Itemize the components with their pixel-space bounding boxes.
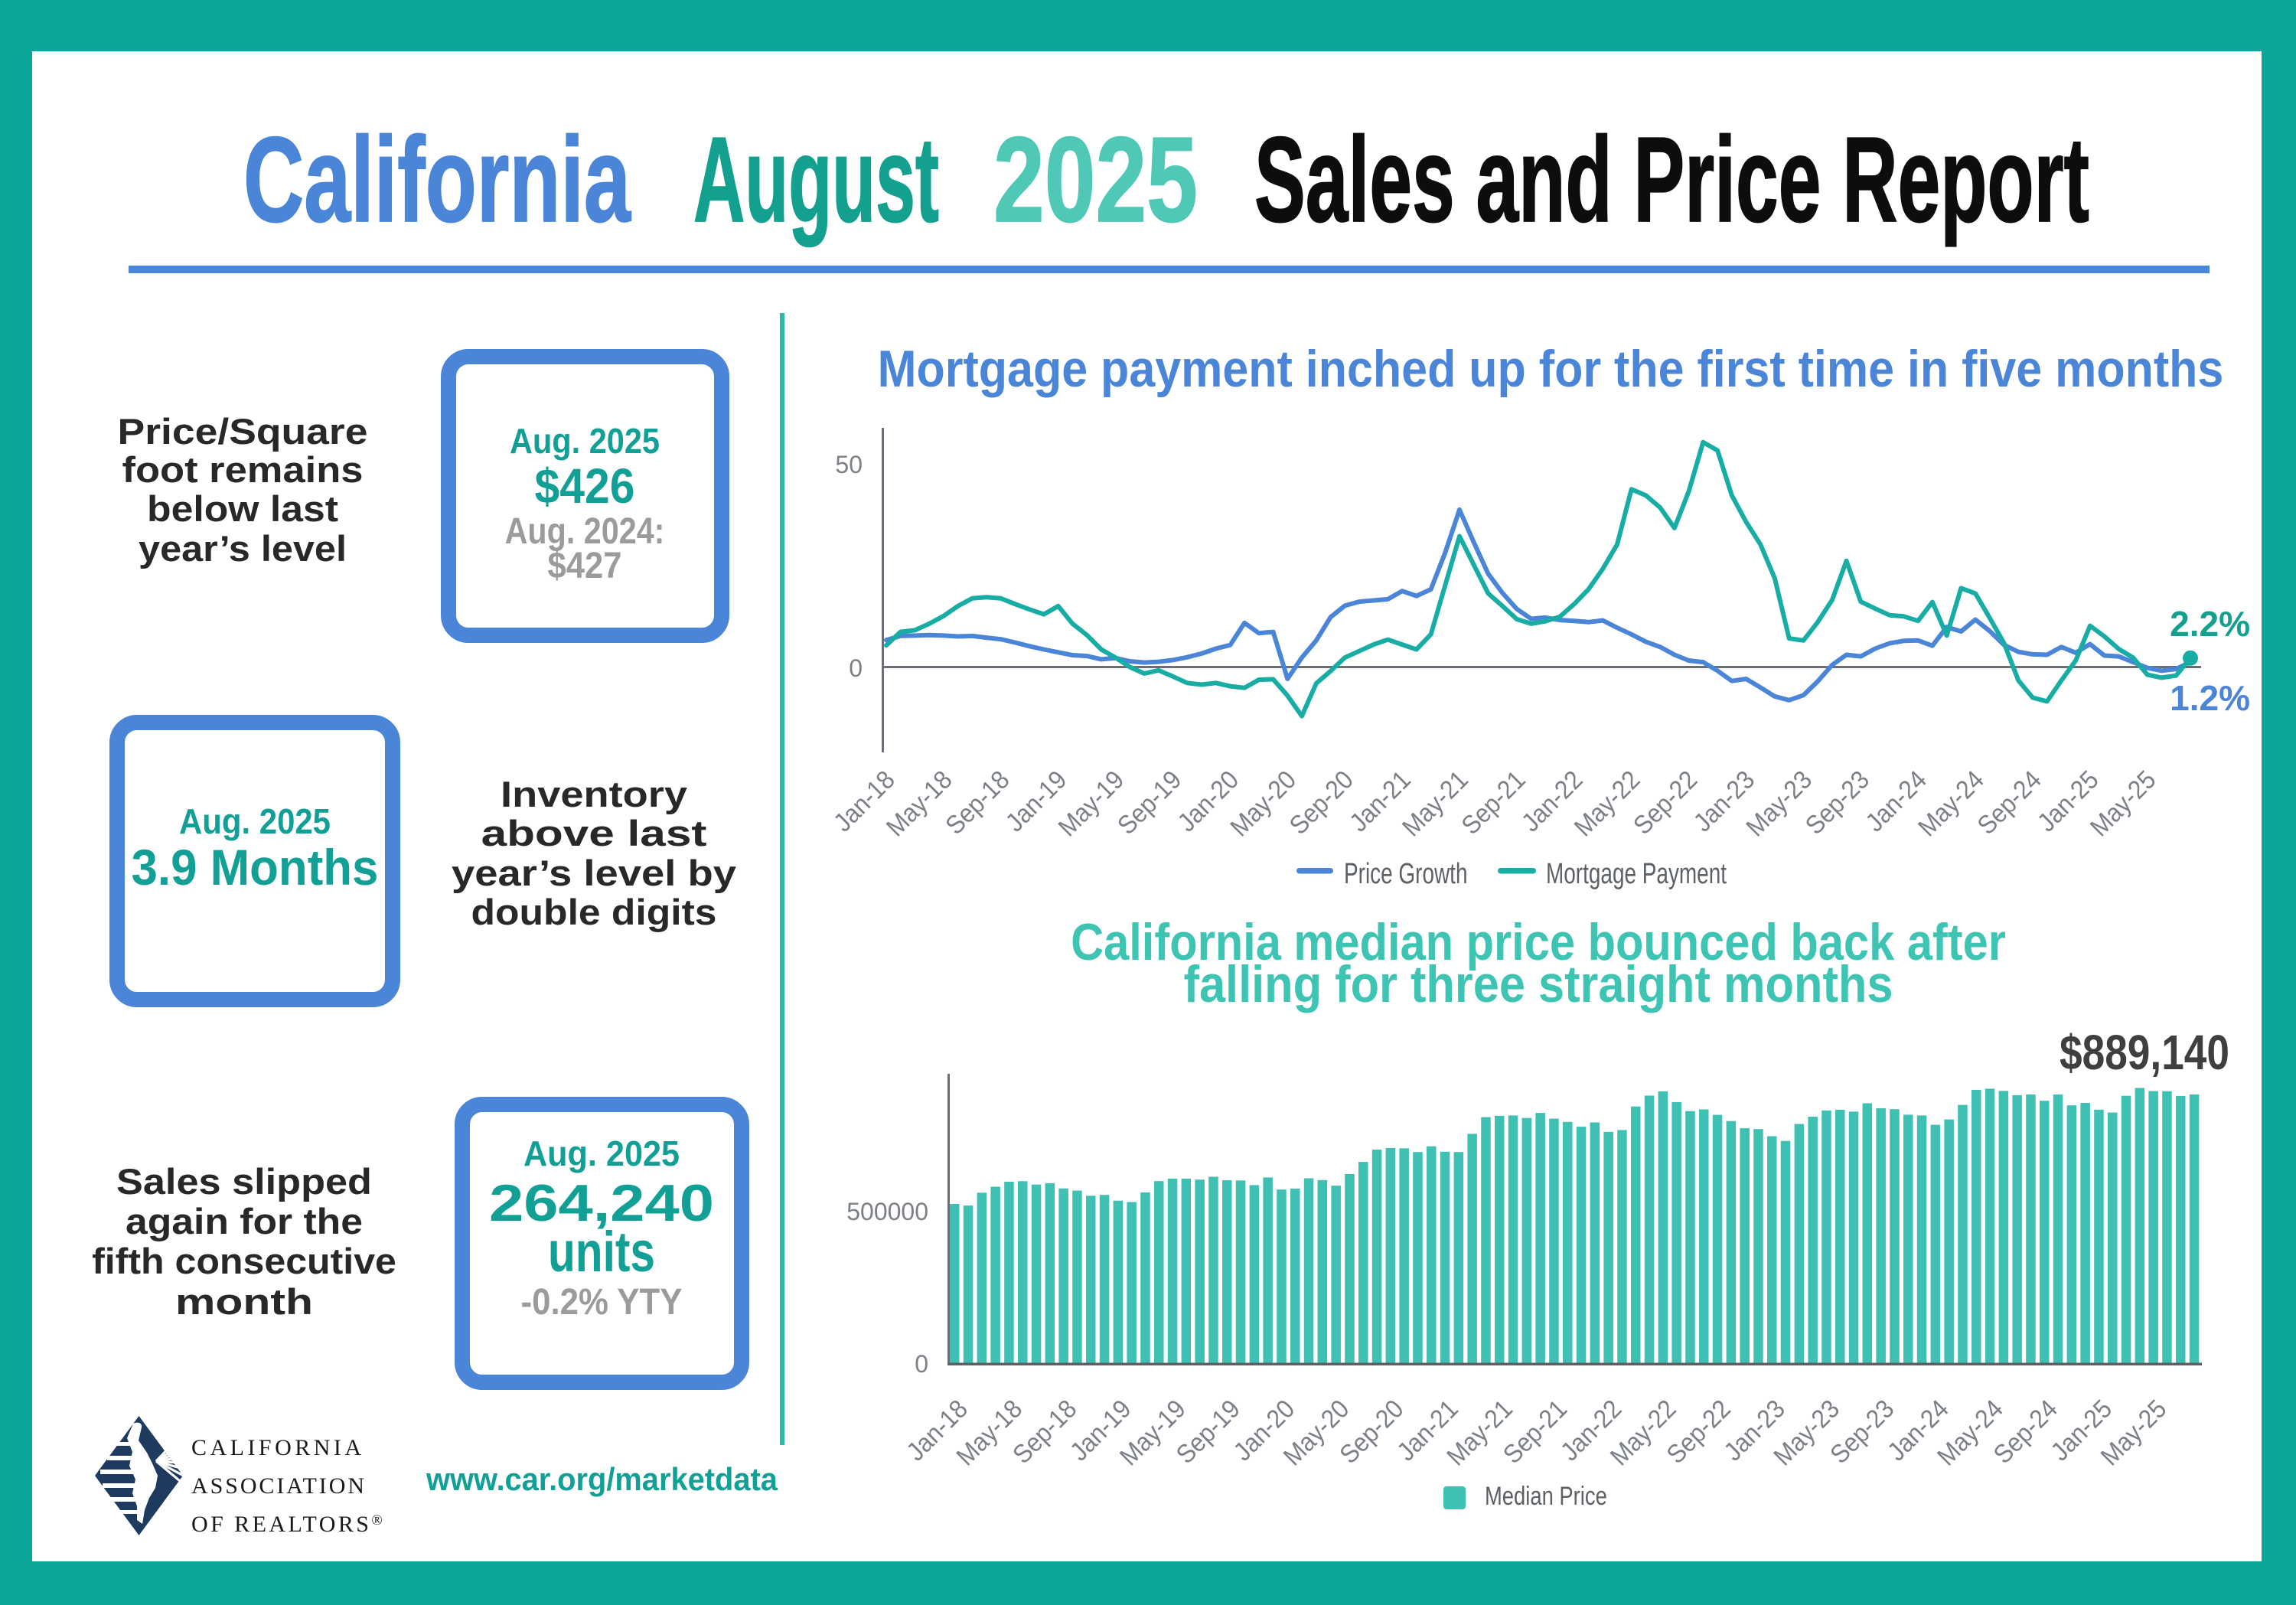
- svg-text:Aug. 2025: Aug. 2025: [510, 422, 660, 461]
- svg-text:$889,140: $889,140: [2060, 1026, 2229, 1080]
- svg-text:foot remains: foot remains: [122, 450, 364, 491]
- svg-text:falling for three straight mon: falling for three straight months: [1184, 954, 1893, 1013]
- svg-text:Mortgage payment inched up for: Mortgage payment inched up for the first…: [878, 340, 2224, 398]
- svg-text:California median price bounce: California median price bounced back aft…: [1071, 912, 2006, 971]
- svg-text:above last: above last: [481, 814, 707, 853]
- svg-text:Aug. 2025: Aug. 2025: [179, 802, 331, 841]
- svg-text:3.9 Months: 3.9 Months: [132, 839, 379, 895]
- svg-text:year’s level: year’s level: [139, 530, 347, 569]
- svg-text:Mortgage Payment: Mortgage Payment: [1546, 858, 1727, 890]
- svg-text:500000: 500000: [846, 1198, 928, 1225]
- svg-text:2.2%: 2.2%: [2170, 604, 2250, 644]
- svg-text:264,240: 264,240: [489, 1173, 714, 1231]
- svg-text:$427: $427: [548, 545, 622, 586]
- svg-text:Price Growth: Price Growth: [1344, 858, 1467, 890]
- svg-text:$426: $426: [535, 459, 635, 514]
- svg-text:year’s level by: year’s level by: [452, 853, 736, 893]
- svg-text:units: units: [548, 1222, 655, 1284]
- svg-text:50: 50: [835, 451, 863, 478]
- svg-text:month: month: [175, 1283, 313, 1323]
- svg-text:below last: below last: [147, 489, 338, 529]
- svg-text:California: California: [243, 112, 631, 247]
- svg-text:-0.2% YTY: -0.2% YTY: [521, 1280, 683, 1322]
- svg-text:CALIFORNIA: CALIFORNIA: [191, 1435, 364, 1460]
- svg-text:Inventory: Inventory: [501, 774, 687, 814]
- svg-text:OF REALTORS®: OF REALTORS®: [191, 1512, 383, 1537]
- svg-text:Aug. 2024:: Aug. 2024:: [505, 511, 665, 552]
- svg-text:2025: 2025: [993, 112, 1198, 247]
- svg-text:fifth consecutive: fifth consecutive: [92, 1241, 396, 1281]
- svg-text:ASSOCIATION: ASSOCIATION: [191, 1473, 367, 1499]
- svg-text:Price/Square: Price/Square: [118, 411, 368, 452]
- svg-text:1.2%: 1.2%: [2170, 678, 2250, 718]
- svg-text:again for the: again for the: [126, 1202, 363, 1241]
- svg-text:0: 0: [915, 1350, 928, 1378]
- svg-text:Sales slipped: Sales slipped: [116, 1161, 372, 1202]
- svg-text:0: 0: [849, 654, 863, 682]
- svg-text:August: August: [693, 113, 939, 247]
- svg-text:Aug. 2025: Aug. 2025: [523, 1135, 680, 1174]
- svg-text:Sales and Price Report: Sales and Price Report: [1254, 113, 2089, 248]
- svg-text:www.car.org/marketdata: www.car.org/marketdata: [426, 1461, 778, 1497]
- svg-text:Median Price: Median Price: [1485, 1481, 1607, 1511]
- svg-text:double digits: double digits: [471, 892, 717, 932]
